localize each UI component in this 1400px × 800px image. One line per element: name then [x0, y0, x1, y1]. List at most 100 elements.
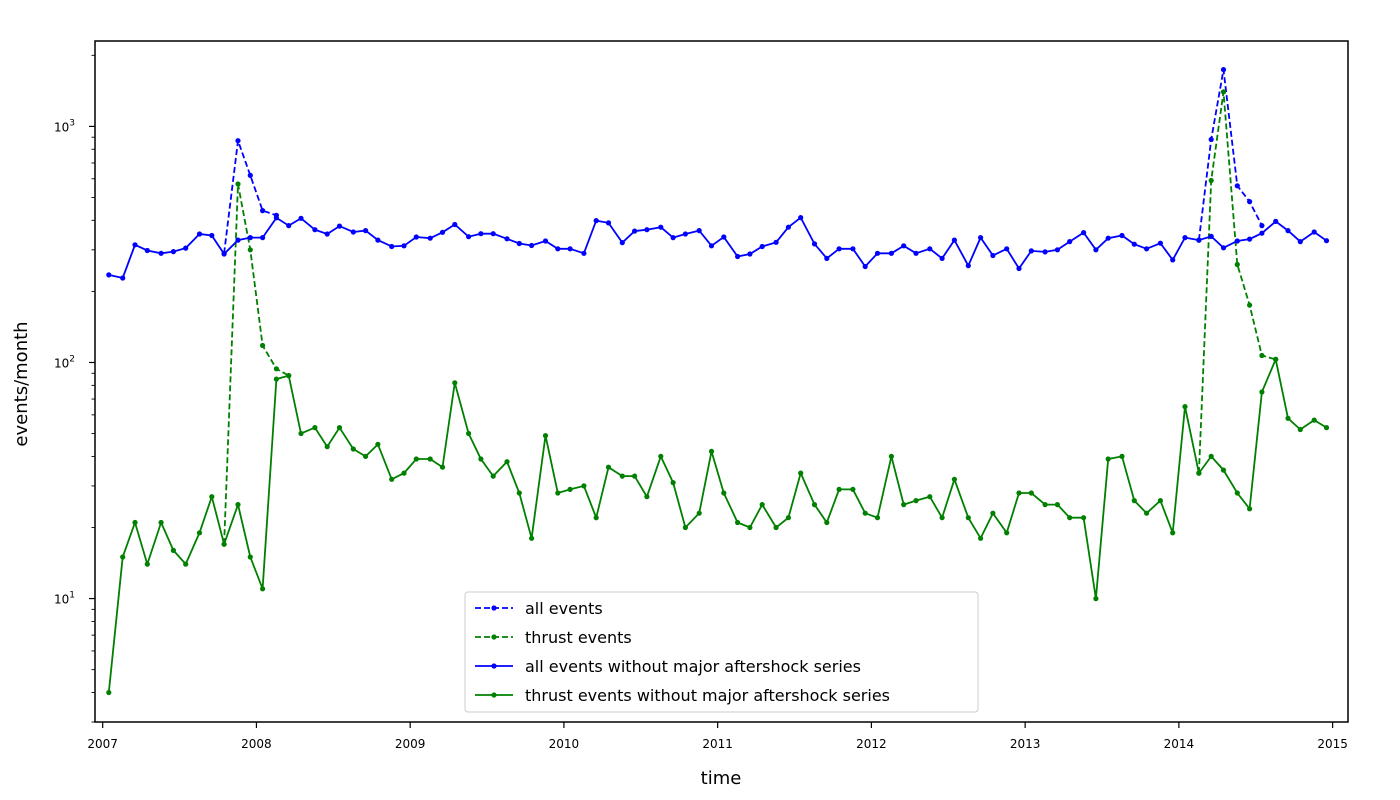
y-tick-base: 10	[54, 120, 69, 134]
data-point	[260, 208, 266, 214]
data-point	[1182, 235, 1188, 241]
data-point	[235, 237, 241, 243]
data-point	[862, 510, 868, 516]
data-point	[1004, 530, 1010, 536]
data-point	[106, 272, 112, 278]
data-point	[413, 456, 419, 462]
data-point	[529, 535, 535, 541]
data-point	[106, 689, 112, 696]
data-point	[1323, 425, 1330, 431]
data-point	[1105, 456, 1111, 462]
data-point	[1182, 404, 1188, 410]
data-point	[939, 515, 945, 521]
data-point	[516, 490, 522, 496]
data-point	[466, 234, 472, 240]
data-point	[939, 255, 945, 261]
data-point	[324, 444, 330, 450]
data-point	[1016, 265, 1022, 272]
data-point	[888, 453, 895, 459]
y-axis-title: events/month	[11, 321, 32, 446]
data-point	[927, 494, 933, 500]
data-point	[273, 376, 279, 382]
data-point	[1220, 67, 1227, 73]
data-point	[1105, 235, 1111, 241]
data-point	[401, 470, 407, 476]
data-point	[836, 246, 842, 252]
data-point	[170, 547, 176, 554]
data-point	[1220, 245, 1227, 251]
legend-label: all events	[525, 599, 603, 618]
legend-swatch-marker	[491, 634, 497, 640]
data-point	[798, 215, 804, 221]
data-point	[158, 519, 164, 526]
data-point	[1234, 261, 1240, 268]
data-point	[1323, 238, 1330, 244]
data-point	[850, 246, 856, 252]
data-point	[1196, 470, 1202, 476]
data-point	[439, 464, 446, 470]
data-point	[1297, 239, 1303, 245]
data-point	[1273, 356, 1279, 362]
data-point	[247, 247, 253, 253]
data-point	[747, 524, 753, 531]
data-point	[466, 430, 472, 437]
data-point	[1247, 236, 1253, 242]
data-point	[235, 502, 241, 508]
data-point	[1208, 177, 1214, 184]
data-point	[567, 486, 573, 492]
y-tick-exponent: 1	[69, 591, 75, 601]
data-point	[605, 464, 612, 470]
data-point	[990, 510, 996, 516]
legend-box	[464, 591, 979, 713]
data-point	[516, 240, 522, 247]
data-point	[567, 246, 573, 252]
data-point	[529, 242, 535, 249]
data-point	[1285, 228, 1291, 234]
data-point	[375, 441, 381, 447]
data-point	[260, 235, 266, 241]
data-point	[696, 228, 702, 234]
data-point	[785, 224, 792, 230]
y-tick-label: 101	[54, 591, 75, 607]
data-point	[196, 231, 203, 237]
data-point	[478, 231, 484, 237]
data-point	[658, 224, 664, 230]
legend-swatch-marker	[491, 605, 497, 611]
data-point	[901, 243, 907, 249]
y-tick-base: 10	[54, 593, 69, 607]
data-point	[209, 494, 215, 500]
legend-swatch-marker	[491, 692, 497, 698]
data-point	[120, 275, 126, 281]
data-point	[1247, 199, 1253, 205]
data-point	[312, 425, 318, 431]
series-line-0	[223, 140, 277, 254]
data-point	[542, 433, 549, 439]
data-point	[336, 223, 343, 229]
data-point	[619, 240, 625, 246]
data-point	[696, 510, 702, 516]
data-point	[632, 228, 638, 234]
data-point	[644, 227, 650, 233]
axis-layer: 2007 2008 2009 2010 2011 2012 2013 2014 20151011…	[54, 54, 1348, 751]
data-point	[452, 221, 458, 228]
data-point	[363, 228, 369, 234]
data-point	[298, 215, 304, 221]
data-point	[260, 586, 266, 592]
data-point	[1081, 515, 1087, 521]
data-point	[785, 515, 792, 521]
data-point	[221, 251, 227, 257]
plot-frame	[94, 40, 1349, 723]
data-point	[1285, 415, 1291, 421]
data-point	[824, 519, 830, 526]
data-point	[1157, 240, 1163, 246]
x-tick-label: 2008	[241, 737, 272, 751]
data-point	[759, 243, 765, 250]
x-axis-title: time	[701, 768, 742, 789]
data-point	[670, 480, 676, 486]
data-point	[1234, 238, 1240, 244]
data-point	[619, 473, 625, 479]
data-point	[1220, 89, 1227, 95]
series-line-1	[1198, 69, 1263, 241]
data-point	[913, 498, 919, 504]
data-point	[132, 519, 138, 526]
